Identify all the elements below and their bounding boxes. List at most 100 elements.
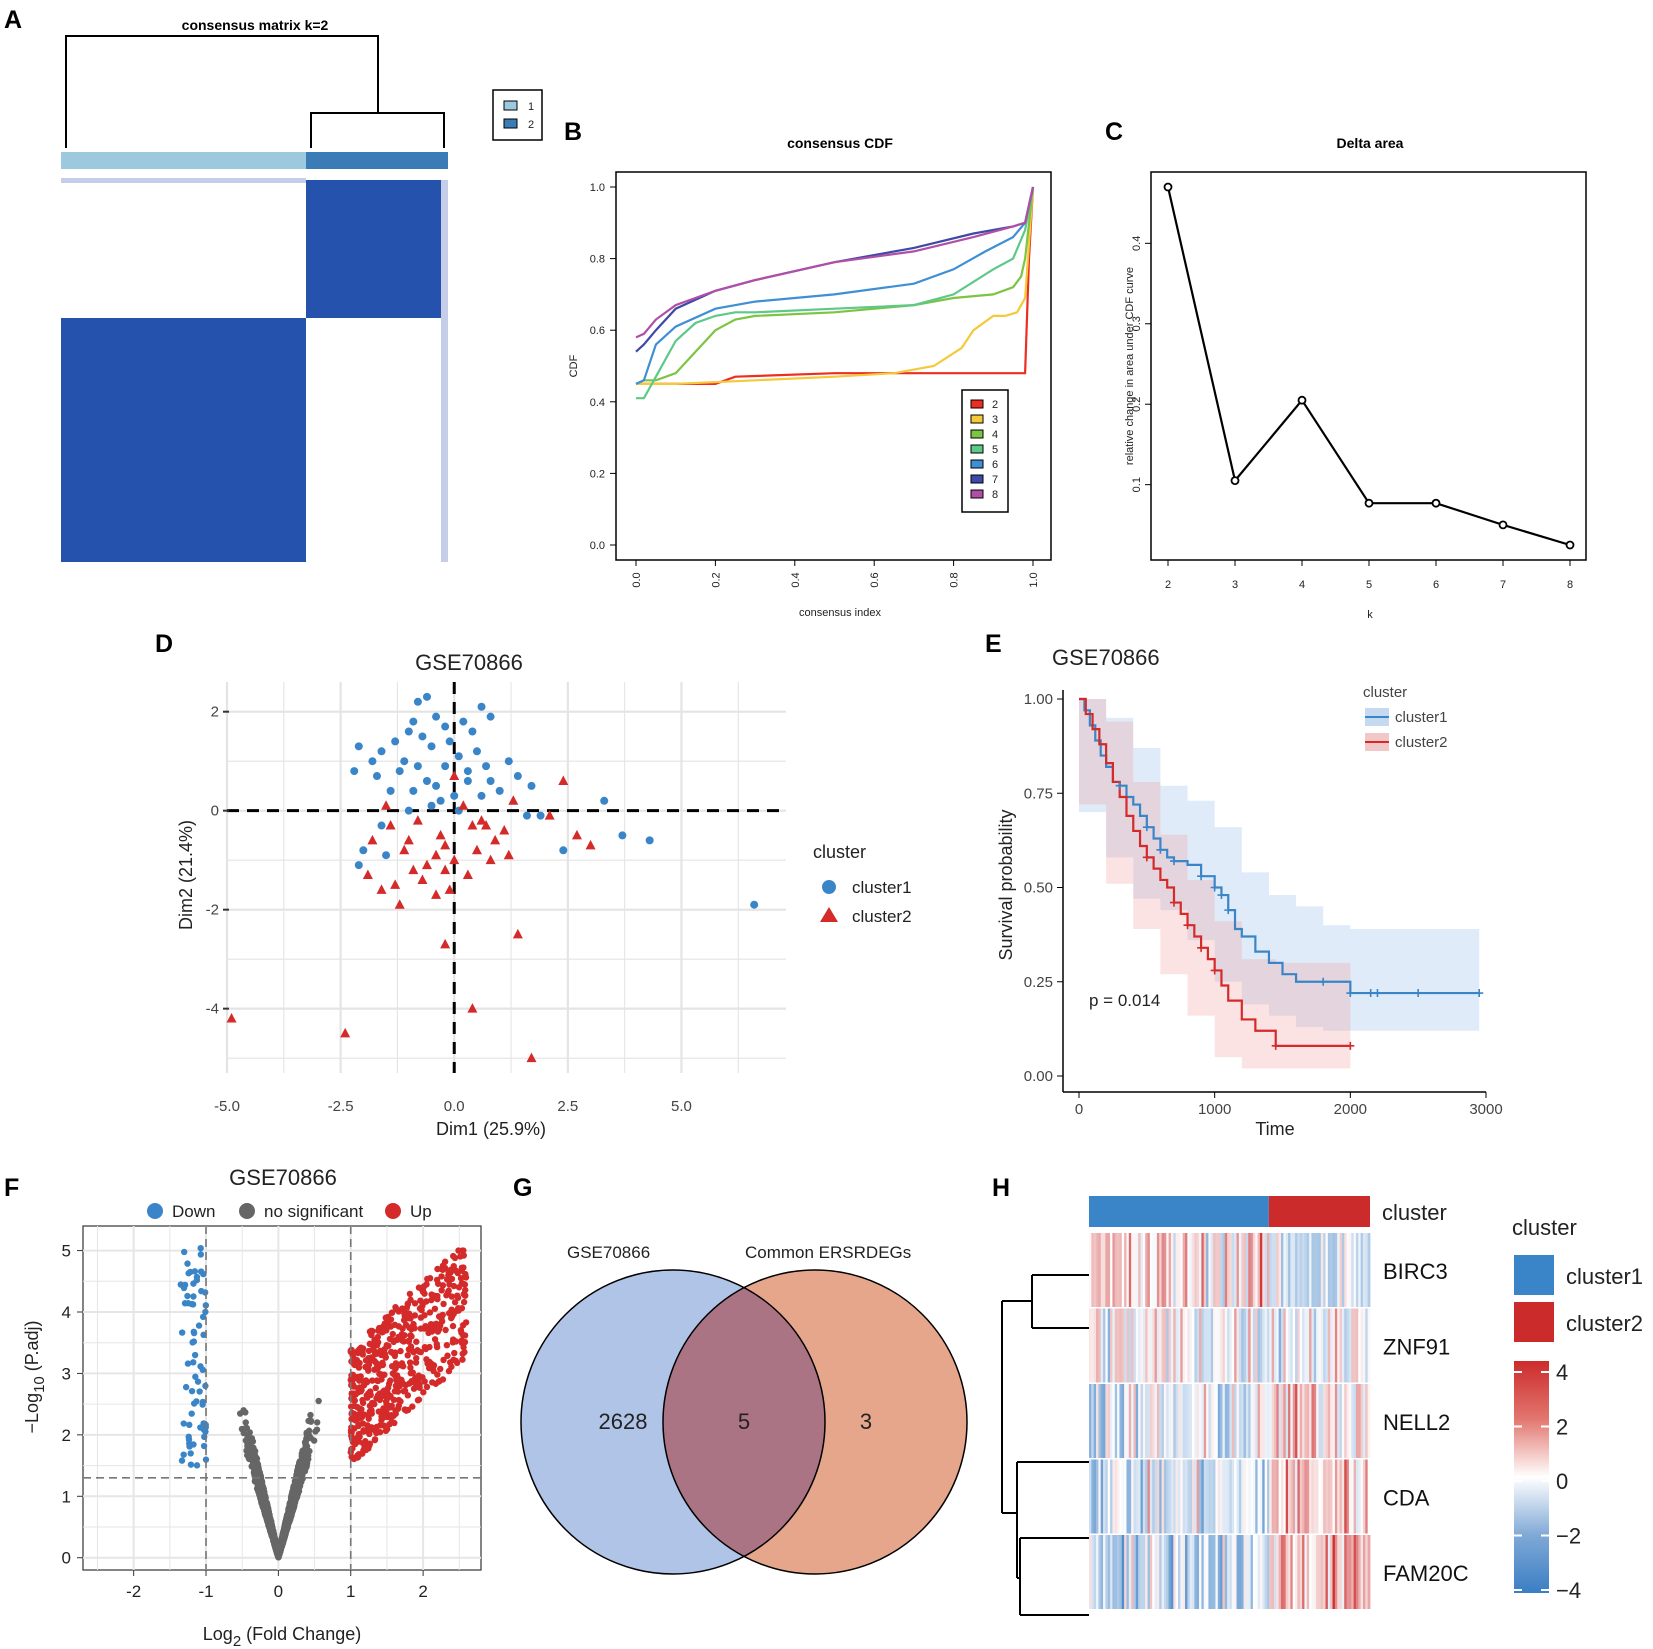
panel-h-cell bbox=[1128, 1308, 1132, 1383]
panel-f-point-up bbox=[457, 1253, 464, 1260]
panel-h-cell bbox=[1292, 1535, 1296, 1609]
panel-d-point-cluster1 bbox=[536, 811, 545, 820]
panel-b-xtick-label: 0.2 bbox=[710, 572, 722, 587]
panel-h-cell bbox=[1271, 1535, 1275, 1609]
panel-h-cell bbox=[1124, 1308, 1127, 1383]
panel-f-point-up bbox=[420, 1389, 427, 1396]
panel-h-cell bbox=[1220, 1535, 1223, 1609]
panel-b-ytick-label: 0.4 bbox=[590, 397, 605, 409]
panel-e-censor-mark bbox=[1319, 977, 1328, 986]
panel-letter-c: C bbox=[1105, 118, 1123, 146]
panel-e-title: GSE70866 bbox=[1052, 645, 1160, 670]
panel-h-cell bbox=[1119, 1233, 1123, 1307]
panel-h-cell bbox=[1332, 1233, 1336, 1307]
panel-f-point-up bbox=[370, 1347, 377, 1354]
panel-h-cell bbox=[1213, 1535, 1216, 1609]
panel-h-cell bbox=[1166, 1535, 1170, 1609]
panel-h-cell bbox=[1199, 1384, 1202, 1458]
panel-d-point-cluster2 bbox=[421, 859, 432, 870]
panel-f-point-up bbox=[363, 1378, 371, 1386]
panel-h-cell bbox=[1103, 1233, 1106, 1307]
panel-f-point-up bbox=[437, 1365, 444, 1373]
panel-d-title: GSE70866 bbox=[415, 650, 523, 675]
panel-h-cell bbox=[1199, 1459, 1202, 1534]
panel-h-cell bbox=[1248, 1233, 1251, 1307]
panel-h-cell bbox=[1217, 1384, 1221, 1458]
panel-f-legend-label-ns: no significant bbox=[264, 1202, 364, 1221]
panel-h-cell bbox=[1175, 1308, 1179, 1383]
panel-h-cell bbox=[1271, 1459, 1275, 1534]
panel-h-cell bbox=[1154, 1384, 1158, 1458]
panel-f-point-up bbox=[386, 1404, 394, 1411]
panel-a-legend-swatch-2 bbox=[503, 118, 518, 129]
panel-f-point-up bbox=[391, 1321, 399, 1328]
panel-h-cell bbox=[1323, 1308, 1326, 1383]
panel-f-point-up bbox=[433, 1276, 441, 1284]
panel-h-cell bbox=[1266, 1233, 1270, 1307]
panel-h-cell bbox=[1257, 1233, 1261, 1307]
panel-h-cell bbox=[1327, 1308, 1331, 1383]
panel-f-point-down bbox=[197, 1268, 205, 1275]
panel-h-cell bbox=[1234, 1233, 1237, 1307]
panel-h-cell bbox=[1222, 1384, 1226, 1458]
panel-f-point-up bbox=[460, 1247, 467, 1254]
panel-f-point-up bbox=[448, 1293, 456, 1300]
panel-d-point-cluster2 bbox=[449, 854, 460, 865]
panel-f-point-down bbox=[193, 1462, 201, 1469]
panel-h-cell bbox=[1299, 1233, 1303, 1307]
panel-e-censor-mark bbox=[1197, 943, 1206, 952]
panel-e-censor-mark bbox=[1156, 845, 1165, 854]
panel-h-cell bbox=[1128, 1384, 1132, 1458]
panel-h-cell bbox=[1149, 1459, 1153, 1534]
panel-h-cell bbox=[1292, 1384, 1296, 1458]
panel-h-cell bbox=[1266, 1384, 1270, 1458]
panel-h-cell bbox=[1241, 1233, 1244, 1307]
panel-f-point-up bbox=[356, 1359, 363, 1367]
panel-f-point-up bbox=[362, 1438, 369, 1445]
panel-h-legend-swatch-cluster2 bbox=[1514, 1302, 1554, 1342]
panel-h-cell bbox=[1163, 1233, 1167, 1307]
panel-h-gene-label-nell2: NELL2 bbox=[1383, 1410, 1450, 1435]
panel-f-point-down bbox=[197, 1251, 205, 1258]
panel-f-point-ns bbox=[302, 1455, 310, 1463]
panel-d-point-cluster1 bbox=[413, 697, 422, 706]
panel-f-point-up bbox=[361, 1444, 368, 1452]
panel-h-legend-label-cluster1: cluster1 bbox=[1566, 1264, 1643, 1289]
panel-e-xtick-label: 1000 bbox=[1198, 1101, 1231, 1118]
panel-h-cell bbox=[1173, 1233, 1177, 1307]
panel-h-cell bbox=[1124, 1535, 1127, 1609]
panel-d-point-cluster1 bbox=[382, 851, 391, 860]
panel-h-cell bbox=[1117, 1459, 1120, 1534]
panel-h-cell bbox=[1185, 1308, 1188, 1383]
panel-h-cell bbox=[1145, 1459, 1148, 1534]
panel-h-cell bbox=[1206, 1308, 1209, 1383]
panel-h-cell bbox=[1264, 1535, 1268, 1609]
panel-h-cell bbox=[1098, 1384, 1102, 1458]
panel-h-cell bbox=[1285, 1384, 1289, 1458]
panel-h-cell bbox=[1252, 1308, 1256, 1383]
panel-c-delta-area: Delta area 2 3 4 5 6 7 8 0.1 0.2 0.3 0.4 k relativ… bbox=[1124, 135, 1587, 621]
panel-f-point-up bbox=[392, 1382, 400, 1390]
panel-h-cell bbox=[1255, 1308, 1258, 1383]
panel-f-point-up bbox=[406, 1359, 414, 1366]
panel-h-cell bbox=[1163, 1535, 1167, 1609]
panel-e-censor-mark bbox=[1197, 872, 1206, 881]
panel-h-cell bbox=[1217, 1459, 1221, 1534]
panel-e-ytick-label: 0.25 bbox=[1024, 974, 1053, 991]
panel-d-point-cluster2 bbox=[226, 1013, 237, 1023]
panel-f-legend-label-down: Down bbox=[172, 1202, 215, 1221]
panel-h-cell bbox=[1360, 1308, 1364, 1383]
panel-f-point-up bbox=[430, 1363, 437, 1370]
panel-h-cell bbox=[1192, 1233, 1195, 1307]
panel-f-point-ns bbox=[295, 1482, 302, 1490]
panel-d-point-cluster2 bbox=[440, 839, 451, 850]
panel-h-cell bbox=[1199, 1233, 1202, 1307]
panel-e-ytick-label: 0.75 bbox=[1024, 785, 1053, 802]
panel-h-cell bbox=[1302, 1233, 1305, 1307]
panel-h-cell bbox=[1362, 1384, 1366, 1458]
panel-h-cell bbox=[1250, 1535, 1254, 1609]
panel-c-xtick-label: 8 bbox=[1567, 579, 1573, 591]
panel-d-point-cluster1 bbox=[459, 717, 468, 726]
panel-d-point-cluster1 bbox=[477, 702, 486, 711]
panel-h-cell bbox=[1255, 1535, 1258, 1609]
